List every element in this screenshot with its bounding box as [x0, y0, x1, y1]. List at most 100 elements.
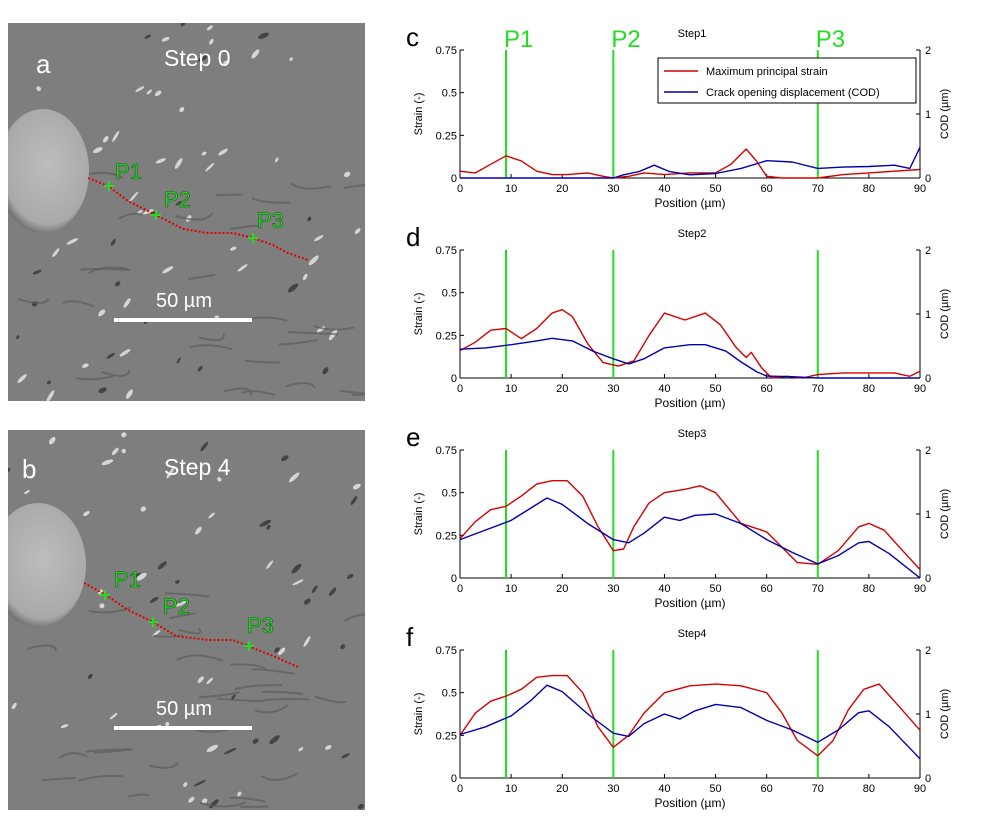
tissue-streak: [215, 193, 243, 196]
tissue-streak: [187, 273, 216, 281]
tissue-streak: [176, 654, 224, 663]
lacuna: [81, 363, 89, 368]
x-tick-label: 10: [505, 783, 517, 795]
tissue-texture: [8, 432, 365, 810]
x-tick-label: 20: [556, 583, 568, 595]
lacuna: [66, 238, 79, 245]
lacuna: [109, 712, 118, 720]
x-tick-label: 80: [863, 383, 875, 395]
lacuna: [121, 448, 127, 454]
lacuna: [259, 519, 272, 527]
point-label: P3: [247, 613, 274, 638]
lacuna: [281, 455, 289, 462]
y2-axis-label: COD (µm): [939, 689, 951, 739]
lacuna: [237, 264, 248, 272]
lacuna: [352, 483, 361, 490]
x-tick-label: 90: [914, 783, 926, 795]
tissue-streak: [234, 684, 282, 691]
y-tick-label: 0.75: [436, 645, 457, 657]
x-tick-label: 10: [505, 383, 517, 395]
point-label: P1: [114, 567, 141, 592]
micrograph-step-4: P1 P2 P3 b Step 4 50 µm: [8, 430, 365, 810]
y2-tick-label: 2: [925, 645, 931, 657]
lacuna: [46, 380, 51, 385]
x-tick-label: 20: [556, 183, 568, 195]
lacuna: [291, 563, 302, 574]
series-line-cod: [459, 684, 921, 760]
panel-letter: e: [406, 423, 420, 452]
tissue-streak: [344, 613, 365, 622]
lacuna: [237, 791, 242, 797]
x-tick-label: 60: [761, 783, 773, 795]
lacuna: [218, 148, 228, 156]
step-label-b: Step 4: [164, 454, 231, 480]
plot-e: e Step3 0 10 20 30 40 50 60 70 80 90 0 0.25 0.5 0.75 0 1 2…: [400, 423, 982, 623]
lacuna: [195, 526, 202, 535]
lacuna: [125, 389, 133, 399]
panel-letter: f: [406, 623, 414, 652]
tissue-streak: [314, 695, 347, 704]
lacuna: [16, 335, 20, 340]
lacuna: [155, 158, 166, 164]
tissue-streak: [343, 184, 365, 189]
marker-label: P3: [816, 26, 845, 53]
tissue-streak: [189, 344, 233, 351]
lacuna: [175, 200, 182, 206]
lacuna: [36, 86, 42, 92]
x-tick-label: 70: [812, 783, 824, 795]
lacuna: [92, 147, 103, 154]
tissue-streak: [78, 774, 124, 782]
x-tick-label: 50: [709, 383, 721, 395]
y-tick-label: 0.25: [436, 530, 457, 542]
pore-region: [8, 503, 86, 627]
lacuna: [98, 309, 106, 317]
x-tick-label: 90: [914, 583, 926, 595]
lacuna: [197, 676, 204, 683]
x-axis-label: Position (µm): [655, 196, 726, 210]
crack-line: [87, 177, 309, 261]
y2-axis-label: COD (µm): [939, 89, 951, 139]
lacuna: [206, 677, 214, 685]
tissue-streak: [339, 389, 365, 395]
x-tick-label: 20: [556, 783, 568, 795]
point-label: P2: [164, 187, 191, 212]
tissue-streak: [27, 644, 57, 652]
x-tick-label: 70: [812, 583, 824, 595]
marker-label: P1: [504, 26, 533, 53]
lacuna: [48, 436, 56, 445]
lacuna: [205, 162, 215, 172]
lacuna: [193, 779, 207, 787]
step-label-a: Step 0: [164, 45, 231, 71]
plot-d: d Step2 0 10 20 30 40 50 60 70 80 90 0 0.25 0.5 0.75 0 1 2…: [400, 223, 982, 423]
x-tick-label: 50: [709, 183, 721, 195]
lacuna: [208, 512, 215, 519]
y2-tick-label: 1: [925, 709, 931, 721]
panel-letter: c: [406, 23, 419, 52]
y-tick-label: 0: [451, 573, 457, 585]
tissue-streak: [223, 387, 253, 397]
tissue-streak: [75, 375, 114, 381]
plot-c: c Step1 0 10 20 30 40 50 60 70 80 90 0 0.25 0.5 0.75 0 1 2…: [400, 23, 982, 223]
tissue-streak: [199, 801, 246, 808]
y-tick-label: 0.5: [442, 488, 457, 500]
x-tick-label: 40: [658, 783, 670, 795]
lacuna: [324, 745, 332, 750]
tissue-streak: [199, 691, 240, 699]
tissue-streak: [260, 772, 298, 781]
series-line-strain: [459, 308, 921, 379]
lacuna: [344, 171, 351, 178]
y-tick-label: 0.25: [436, 130, 457, 142]
x-tick-label: 0: [457, 583, 463, 595]
y2-tick-label: 0: [925, 573, 931, 585]
lacuna: [277, 647, 286, 656]
y2-tick-label: 0: [925, 373, 931, 385]
y2-tick-label: 2: [925, 245, 931, 257]
lacuna: [183, 782, 188, 787]
tissue-streak: [229, 796, 266, 803]
y2-axis-label: COD (µm): [939, 489, 951, 539]
x-axis-label: Position (µm): [655, 596, 726, 610]
x-tick-label: 0: [457, 183, 463, 195]
micrograph-b-image: P1 P2 P3 b Step 4 50 µm: [8, 430, 365, 810]
marker-label: P2: [611, 26, 640, 53]
lacuna: [152, 629, 161, 637]
